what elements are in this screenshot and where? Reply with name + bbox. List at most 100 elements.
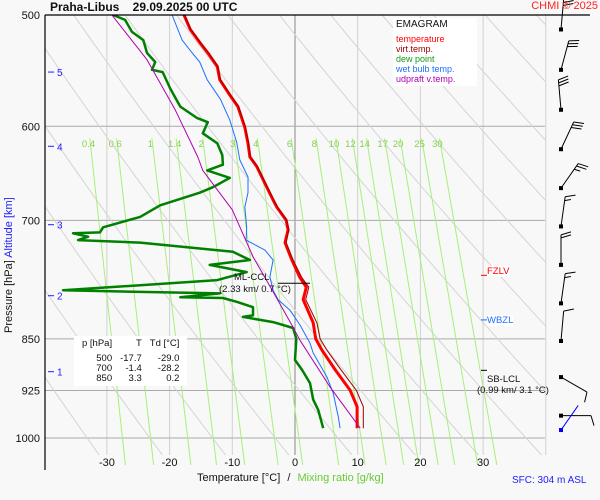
legend-item-wet-bulb: wet bulb temp.	[396, 64, 455, 74]
header-p: p [hPa]	[82, 338, 113, 349]
wind-barb-half	[564, 275, 571, 279]
wind-barb-full	[558, 81, 569, 87]
wind-barb-station	[559, 67, 563, 72]
ml-ccl-detail: (2.33 km/ 0.7 °C)	[219, 284, 291, 295]
series-udpraft-v-temp	[111, 15, 361, 429]
dry-adiabat	[330, 15, 545, 263]
dry-adiabat	[45, 125, 290, 455]
mixing-ratio-label: 0.4	[82, 139, 95, 150]
mixing-ratio-lines: 0.4 0.6 1 1.4 2 3 4 6 8 10 12 14 17 20 25 30	[82, 138, 498, 465]
mixing-ratio-label: 3	[230, 139, 235, 150]
mixing-ratio-line	[399, 138, 456, 465]
wind-barb-staff	[560, 121, 575, 150]
pressure-label: Pressure [hPa]	[3, 260, 15, 333]
mixing-ratio-line	[351, 138, 405, 465]
mixing-ratio-line	[365, 138, 420, 465]
wind-barb-staff	[560, 273, 566, 304]
pressure-tick-label: 1000	[16, 433, 40, 445]
mixing-ratio-label: 25	[414, 139, 425, 150]
wind-barb-station	[559, 413, 563, 418]
wind-barb-half	[574, 168, 581, 172]
mixing-ratio-label: 12	[345, 139, 356, 150]
series-wet-bulb-temp	[171, 15, 341, 429]
cell-t: -1.4	[125, 363, 142, 374]
mixing-ratio-line	[335, 138, 387, 465]
cell-p: 500	[96, 353, 113, 364]
wind-barb-staff	[557, 79, 562, 110]
wind-barb-staff	[560, 163, 579, 189]
sb-lcl-detail: (0.99 km/ 3.1 °C)	[477, 385, 549, 396]
dry-adiabat	[45, 376, 100, 455]
dry-adiabat	[381, 15, 545, 201]
wind-barb-staff	[560, 196, 566, 227]
wind-barb-station	[559, 186, 563, 191]
wind-barb-full	[578, 163, 589, 168]
copyright: CHMI © 2025	[531, 0, 598, 12]
wind-barb-station	[559, 224, 563, 229]
mixing-ratio-label: 1.4	[168, 139, 181, 150]
fzlv-label: FZLV	[487, 266, 510, 277]
dry-adiabat	[432, 15, 545, 141]
wind-barb-station	[559, 262, 563, 267]
cell-p: 850	[96, 373, 113, 384]
mixing-ratio-label: 6	[287, 139, 292, 150]
dry-adiabat	[45, 205, 227, 455]
pressure-tick-label: 700	[22, 215, 40, 227]
mixing-ratio-label: 17	[377, 139, 388, 150]
series-temperature	[182, 15, 359, 429]
wind-barb-station	[559, 147, 563, 152]
profile-series	[61, 15, 364, 429]
dry-adiabats	[45, 15, 545, 455]
cell-p: 700	[96, 363, 113, 374]
wind-barb-staff	[560, 0, 565, 30]
legend-item-virt-temp: virt.temp.	[396, 44, 434, 54]
legend-item-temperature: temperature	[396, 34, 445, 44]
altitude-tick-label: 5	[57, 68, 63, 79]
wind-barb-station	[559, 375, 563, 380]
wind-barb-station	[559, 338, 563, 343]
wind-barb-full	[562, 2, 574, 7]
wind-barb-full	[576, 165, 587, 170]
mixing-ratio-label: 10	[329, 139, 340, 150]
y-axis-label: Pressure [hPa] Altitude [km]	[3, 143, 15, 333]
levels-table: p [hPa] T Td [°C] 500 -17.7 -29.0 700 -1…	[74, 336, 188, 386]
mixing-ratio-label: 4	[253, 139, 258, 150]
temp-tick-label: -10	[224, 457, 240, 469]
mixing-ratio-line	[421, 138, 479, 465]
wind-barb-full	[560, 231, 572, 236]
temp-tick-label: 30	[477, 457, 489, 469]
mixing-ratio-label: 8	[312, 139, 317, 150]
wind-barb-full	[584, 391, 588, 403]
chart-title: Praha-Libus 29.09.2025 00 UTC	[50, 0, 238, 14]
wind-barb-station	[559, 301, 563, 306]
level-markers	[278, 274, 487, 371]
dry-adiabat	[45, 289, 164, 455]
temperature-axis-label: Temperature [°C]	[197, 472, 281, 484]
legend-item-updraft: udpraft v.temp.	[396, 74, 456, 84]
dry-adiabat	[535, 15, 545, 25]
mixing-ratio-label: 2	[199, 139, 204, 150]
table-row: 700 -1.4 -28.2	[78, 364, 183, 374]
wind-barb-station	[559, 27, 563, 32]
wind-barb-station	[559, 428, 563, 433]
dry-adiabat	[227, 15, 545, 392]
wind-barb-full	[573, 121, 585, 125]
series-dew-point	[61, 15, 325, 429]
pressure-tick-label: 600	[22, 121, 40, 133]
wind-barbs	[557, 0, 595, 433]
wind-barb-full	[571, 126, 582, 130]
legend: EMAGRAM temperature virt.temp. dew point…	[393, 18, 477, 86]
wind-barb-full	[558, 75, 569, 81]
sb-lcl-label: SB-LCL	[487, 374, 521, 385]
mixing-ratio-line	[175, 138, 218, 465]
altitude-tick-label: 3	[57, 221, 63, 232]
wind-barb-full	[565, 194, 576, 198]
pressure-tick-label: 925	[22, 385, 40, 397]
mixing-ratio-line	[151, 138, 192, 465]
wbzl-label: WBZL	[487, 315, 514, 326]
mixing-ratio-line	[233, 138, 279, 465]
cell-td: 0.2	[166, 373, 180, 384]
wind-barb-full	[560, 234, 572, 239]
